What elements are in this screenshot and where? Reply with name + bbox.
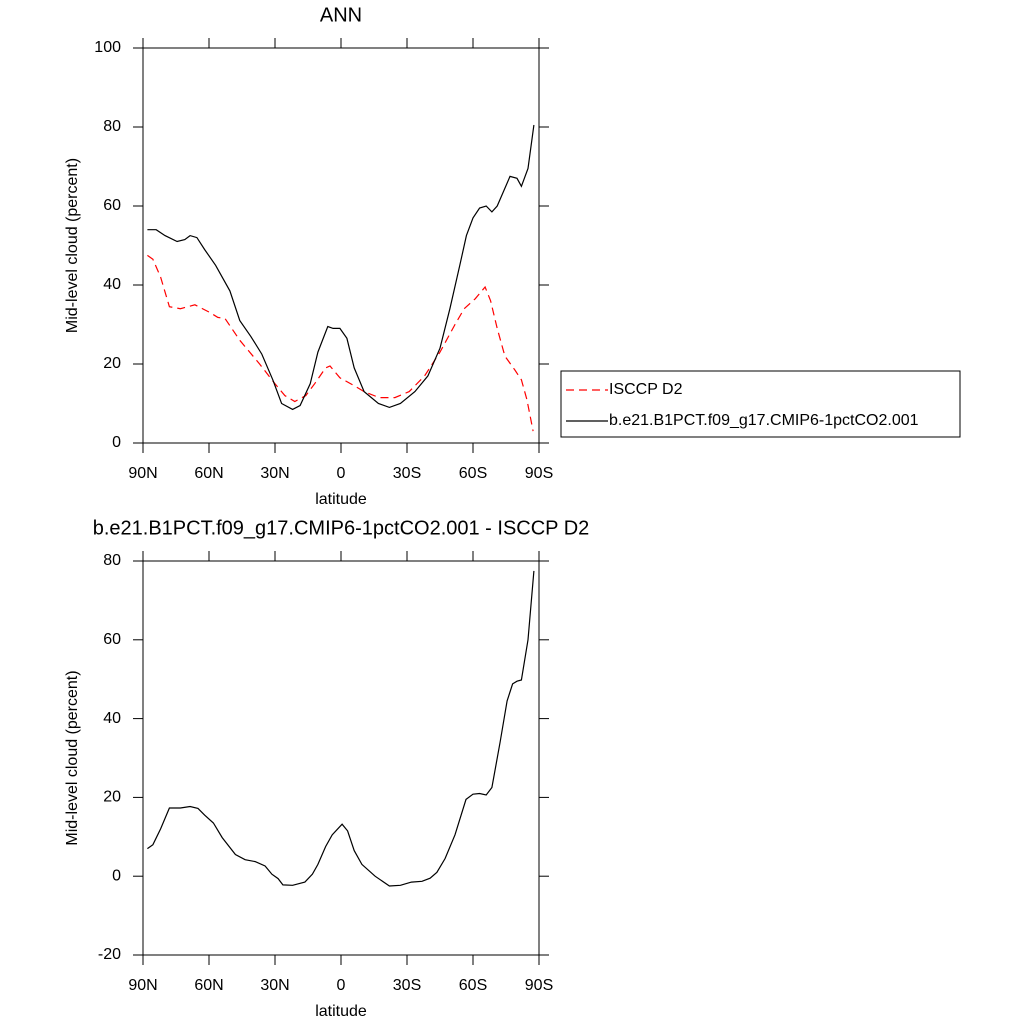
- x-tick-label: 30N: [260, 465, 289, 482]
- x-tick-label: 60N: [194, 465, 223, 482]
- x-tick-label: 30N: [260, 977, 289, 994]
- y-tick-label: 60: [103, 631, 121, 648]
- x-tick-label: 30S: [393, 465, 421, 482]
- chart-title: b.e21.B1PCT.f09_g17.CMIP6-1pctCO2.001 - …: [93, 517, 590, 539]
- y-tick-label: -20: [98, 946, 121, 963]
- legend-label: ISCCP D2: [609, 381, 683, 398]
- y-axis-label: Mid-level cloud (percent): [64, 158, 81, 333]
- x-axis-label: latitude: [315, 491, 367, 508]
- x-tick-label: 60S: [459, 977, 487, 994]
- x-tick-label: 0: [337, 977, 346, 994]
- x-tick-label: 60N: [194, 977, 223, 994]
- y-tick-label: 40: [103, 710, 121, 727]
- y-tick-label: 80: [103, 118, 121, 135]
- y-tick-label: 20: [103, 355, 121, 372]
- y-tick-label: 40: [103, 276, 121, 293]
- y-tick-label: 0: [112, 867, 121, 884]
- x-axis-label: latitude: [315, 1003, 367, 1020]
- chart-title: ANN: [320, 4, 362, 26]
- x-tick-label: 30S: [393, 977, 421, 994]
- y-tick-label: 100: [94, 39, 121, 56]
- x-tick-label: 90S: [525, 977, 553, 994]
- y-tick-label: 0: [112, 434, 121, 451]
- plot-frame: [142, 47, 540, 444]
- y-tick-label: 20: [103, 789, 121, 806]
- legend-label: b.e21.B1PCT.f09_g17.CMIP6-1pctCO2.001: [609, 412, 919, 429]
- x-tick-label: 60S: [459, 465, 487, 482]
- x-tick-label: 90N: [128, 465, 157, 482]
- plot-frame: [142, 560, 540, 956]
- y-tick-label: 60: [103, 197, 121, 214]
- x-tick-label: 90S: [525, 465, 553, 482]
- data-line: [147, 254, 534, 432]
- y-tick-label: 80: [103, 552, 121, 569]
- x-tick-label: 0: [337, 465, 346, 482]
- data-line: [147, 124, 535, 411]
- data-line: [147, 570, 535, 887]
- legend-box: [560, 370, 961, 438]
- x-tick-label: 90N: [128, 977, 157, 994]
- y-axis-label: Mid-level cloud (percent): [64, 670, 81, 845]
